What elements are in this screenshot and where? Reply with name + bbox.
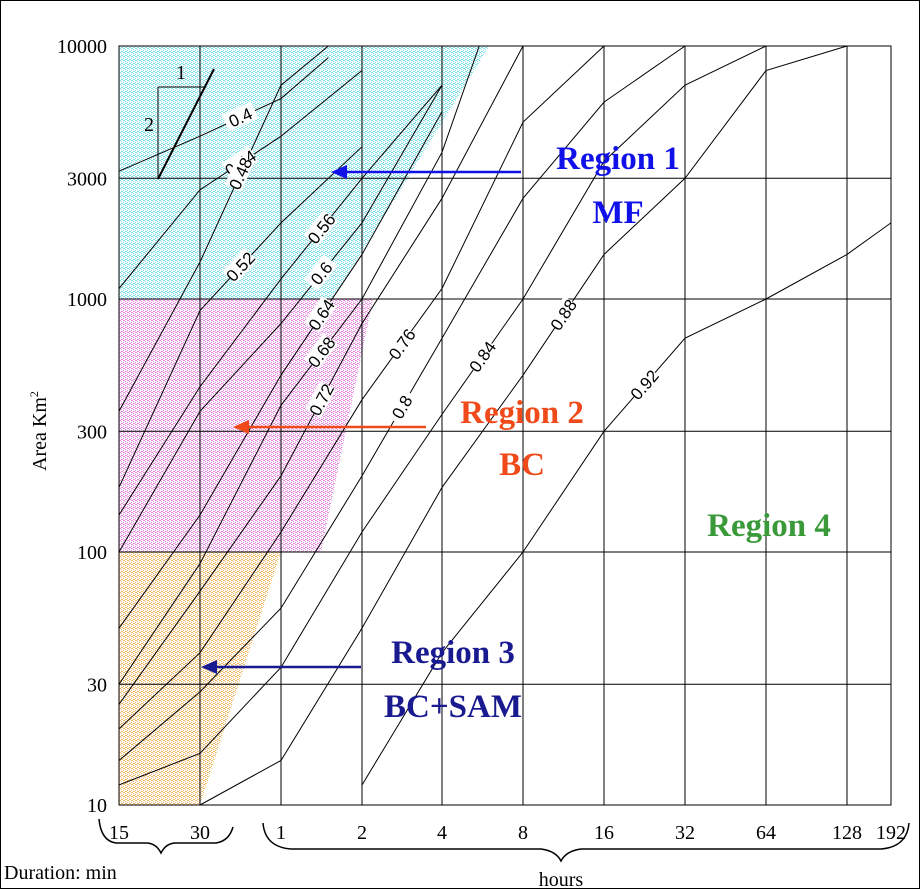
x-tick-1: 1: [276, 822, 286, 844]
series-label-0.84: 0.84: [466, 338, 501, 376]
region-4-label: Region 4: [707, 508, 831, 544]
grid-lines: [118, 45, 892, 806]
region-2-arrow-head: [233, 420, 249, 434]
series-label-bg-0.68: [303, 333, 338, 370]
series-label-bg-0.88: [546, 295, 580, 333]
series-label-bg-0.52: [222, 248, 258, 284]
series-line-0.64: [118, 111, 443, 629]
y-tick-3000: 3000: [67, 168, 107, 190]
x-tick-128: 128: [832, 822, 862, 844]
region-1-arrow-head: [331, 165, 347, 179]
slope-triangle: 12: [144, 62, 215, 180]
y-tick-300: 300: [77, 421, 107, 443]
series-label-bg-0.84: [465, 337, 499, 375]
x-tick-30: 30: [190, 822, 210, 844]
region-3-method: BC+SAM: [384, 689, 522, 725]
region-2-method: BC: [499, 447, 545, 483]
region-3-label: Region 3: [391, 635, 515, 671]
x-tick-4: 4: [437, 822, 447, 844]
x-tick-2: 2: [357, 822, 367, 844]
y-tick-100: 100: [77, 542, 107, 564]
x-tick-192: 192: [876, 822, 906, 844]
x-tick-32: 32: [675, 822, 695, 844]
y-axis-title-text: Area Km: [29, 397, 51, 471]
series-label-0.76: 0.76: [385, 325, 420, 363]
minutes-brace: [98, 818, 234, 855]
x-tick-64: 64: [756, 822, 776, 844]
y-tick-1000: 1000: [67, 289, 107, 311]
y-axis-title-sup: 2: [27, 391, 41, 397]
series-label-bg-0.72: [305, 380, 337, 418]
series-label-bg-0.92: [626, 366, 662, 403]
region-annotations: Region 1 MF Region 2 BC Region 3 BC+SAM Region…: [201, 141, 831, 725]
region-3-arrow-head: [201, 660, 217, 674]
hours-brace: [262, 822, 910, 863]
series-line-0.76: [118, 45, 605, 730]
x-tick-8: 8: [518, 822, 528, 844]
plot-border: [118, 45, 892, 806]
x-tick-15: 15: [109, 822, 129, 844]
series-line-0.84: [118, 45, 767, 786]
series-line-0.6: [118, 84, 443, 553]
slope-run-label: 1: [176, 62, 186, 84]
series-label-bg-0.76: [384, 325, 418, 362]
region-1-method: MF: [592, 195, 643, 231]
y-tick-10: 10: [87, 795, 107, 817]
series-label-bg-0.8: [385, 388, 417, 425]
region-1-label: Region 1: [556, 141, 680, 177]
y-tick-30: 30: [87, 674, 107, 696]
y-tick-10000: 10000: [57, 36, 107, 58]
series-label-bg-0.4: [221, 101, 259, 132]
axis-titles: Area Km2 Duration: min hours: [4, 391, 583, 888]
series-label-bg-0.6: [303, 254, 338, 291]
series-label-bg-0.56: [303, 209, 338, 247]
series-label-0.88: 0.88: [547, 296, 581, 334]
series-line-0.56: [118, 84, 443, 516]
series-label-bg-0.64: [304, 295, 338, 333]
hours-label: hours: [539, 869, 584, 888]
region-2-label: Region 2: [460, 395, 584, 431]
duration-label: Duration: min: [4, 862, 117, 884]
slope-rise-label: 2: [144, 114, 154, 136]
series-label-bg-0.48: [224, 154, 255, 192]
x-tick-16: 16: [594, 822, 614, 844]
series-line-0.88: [199, 45, 848, 806]
y-axis-title: Area Km2: [27, 391, 51, 471]
